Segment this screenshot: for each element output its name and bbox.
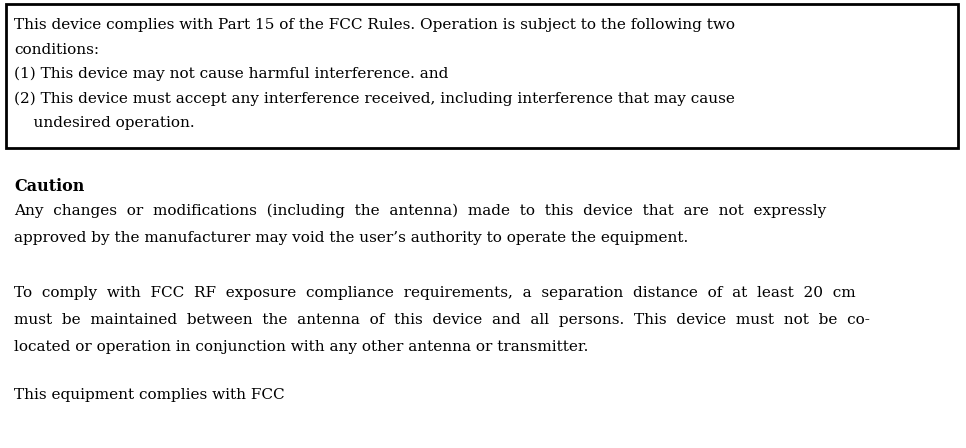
Text: Caution: Caution	[14, 178, 84, 195]
Text: Any  changes  or  modifications  (including  the  antenna)  made  to  this  devi: Any changes or modifications (including …	[14, 204, 826, 218]
Text: conditions:: conditions:	[14, 43, 99, 56]
Text: located or operation in conjunction with any other antenna or transmitter.: located or operation in conjunction with…	[14, 340, 588, 354]
Text: undesired operation.: undesired operation.	[14, 116, 194, 130]
Bar	[6, 4, 958, 148]
Text: approved by the manufacturer may void the user’s authority to operate the equipm: approved by the manufacturer may void th…	[14, 231, 688, 245]
Text: This equipment complies with FCC: This equipment complies with FCC	[14, 388, 285, 402]
Text: (2) This device must accept any interference received, including interference th: (2) This device must accept any interfer…	[14, 91, 735, 106]
Text: This device complies with Part 15 of the FCC Rules. Operation is subject to the : This device complies with Part 15 of the…	[14, 18, 735, 32]
Text: must  be  maintained  between  the  antenna  of  this  device  and  all  persons: must be maintained between the antenna o…	[14, 313, 869, 327]
Text: (1) This device may not cause harmful interference. and: (1) This device may not cause harmful in…	[14, 67, 448, 82]
Text: To  comply  with  FCC  RF  exposure  compliance  requirements,  a  separation  d: To comply with FCC RF exposure complianc…	[14, 286, 856, 300]
